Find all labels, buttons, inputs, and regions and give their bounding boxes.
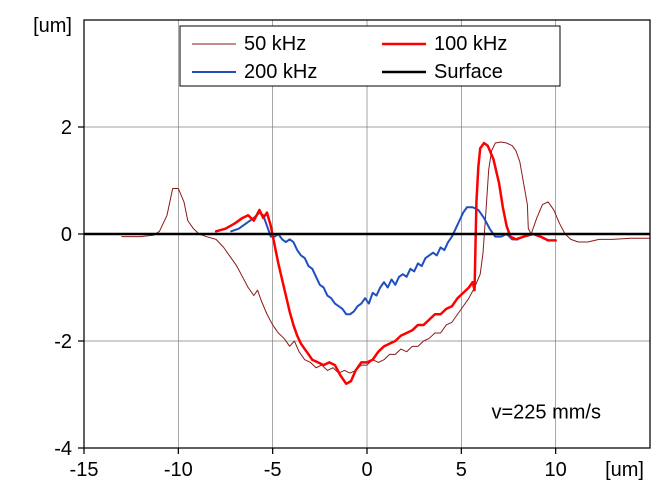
x-tick-label: -10 bbox=[164, 459, 193, 481]
x-tick-label: 0 bbox=[361, 459, 372, 481]
x-tick-label: 5 bbox=[456, 459, 467, 481]
speed-annotation: v=225 mm/s bbox=[491, 402, 600, 424]
x-tick-label: -5 bbox=[264, 459, 282, 481]
legend-label: Surface bbox=[434, 61, 503, 83]
y-tick-label: 0 bbox=[61, 224, 72, 246]
legend-label: 50 kHz bbox=[244, 33, 306, 55]
legend-label: 100 kHz bbox=[434, 33, 507, 55]
y-axis-unit: [um] bbox=[33, 15, 72, 37]
profile-chart: -15 -10 -5 0 5 10 [um] -4 -2 0 2 [um] v=225 mm/s 50 k… bbox=[0, 0, 672, 504]
x-tick-label: -15 bbox=[70, 459, 99, 481]
x-tick-label: 10 bbox=[545, 459, 567, 481]
y-tick-label: -2 bbox=[54, 331, 72, 353]
y-tick-label: -4 bbox=[54, 438, 72, 460]
legend-label: 200 kHz bbox=[244, 61, 317, 83]
x-axis-unit: [um] bbox=[605, 459, 644, 481]
y-tick-label: 2 bbox=[61, 117, 72, 139]
